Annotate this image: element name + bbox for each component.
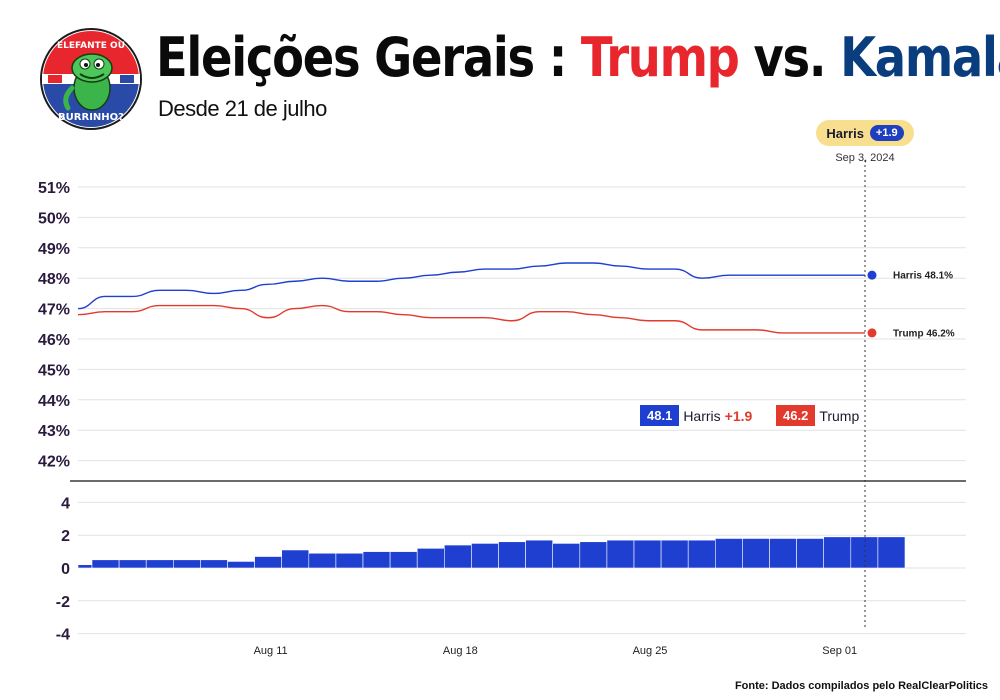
- svg-text:ELEFANTE OU: ELEFANTE OU: [57, 41, 125, 51]
- legend-trump-name: Trump: [819, 407, 860, 424]
- y-tick-label: 2: [61, 528, 70, 545]
- y-tick-label: 43%: [38, 423, 70, 440]
- y-tick-label: 49%: [38, 241, 70, 258]
- title-prefix: Eleições Gerais :: [156, 26, 581, 89]
- end-point-harris: [867, 270, 877, 280]
- y-tick-label: 46%: [38, 332, 70, 349]
- bar: [443, 544, 472, 569]
- y-tick-label: -2: [56, 594, 70, 611]
- source-note: Fonte: Dados compilados pelo RealClearPo…: [734, 680, 988, 692]
- x-tick-label: Aug 25: [633, 645, 668, 657]
- bar: [91, 559, 120, 569]
- y-tick-label: 4: [61, 495, 70, 512]
- bar: [579, 541, 608, 569]
- bar: [200, 559, 228, 569]
- bar: [471, 543, 499, 569]
- bar: [335, 552, 364, 569]
- bar: [308, 552, 337, 569]
- leader-margin-badge: +1.9: [869, 125, 904, 141]
- title-trump: Trump: [580, 26, 740, 89]
- y-tick-label: 44%: [38, 393, 70, 410]
- bar: [389, 551, 418, 569]
- subtitle: Desde 21 de julho: [158, 96, 327, 121]
- legend-harris-value: 48.1: [640, 405, 680, 426]
- leader-tooltip: Harris +1.9: [816, 120, 914, 146]
- bar: [118, 559, 147, 569]
- y-tick-label: 0: [61, 561, 70, 578]
- tooltip-date: Sep 3, 2024: [835, 152, 895, 164]
- bar: [714, 538, 743, 569]
- bar: [77, 564, 93, 569]
- end-label-harris: Harris 48.1%: [893, 271, 953, 282]
- page-title: Eleições Gerais : Trump vs. Kamala: [156, 26, 1000, 89]
- bar: [823, 536, 852, 569]
- y-tick-label: 51%: [38, 180, 70, 197]
- bar: [633, 539, 662, 569]
- y-tick-label: -4: [56, 627, 70, 644]
- bar: [877, 536, 906, 569]
- legend-trump-value: 46.2: [776, 405, 816, 426]
- legend-trump: 46.2 Trump: [776, 405, 859, 426]
- bar: [145, 559, 174, 569]
- title-kamala: Kamala: [840, 26, 1000, 89]
- y-tick-label: 48%: [38, 271, 70, 288]
- y-tick-label: 42%: [38, 454, 70, 471]
- title-vs: vs.: [738, 26, 841, 89]
- bar: [498, 541, 526, 569]
- bar: [742, 538, 770, 569]
- y-tick-label: 45%: [38, 362, 70, 379]
- bar: [416, 548, 445, 569]
- bar: [525, 539, 553, 569]
- y-tick-label: 47%: [38, 302, 70, 319]
- x-tick-label: Aug 11: [254, 645, 288, 657]
- bar: [769, 538, 797, 569]
- leader-name: Harris: [826, 125, 864, 141]
- y-tick-label: 50%: [38, 210, 70, 227]
- series-line-harris: [77, 262, 866, 310]
- elefante-ou-burrinho-logo: ELEFANTE OU BURRINHO?: [40, 28, 142, 130]
- bar: [850, 536, 879, 569]
- legend-harris-margin: +1.9: [724, 407, 753, 424]
- x-tick-label: Sep 01: [822, 645, 857, 657]
- bar: [687, 539, 716, 569]
- bar: [362, 551, 391, 569]
- legend-harris: 48.1 Harris +1.9: [640, 405, 752, 426]
- end-label-trump: Trump 46.2%: [893, 328, 955, 339]
- x-tick-label: Aug 18: [443, 645, 478, 657]
- bar: [796, 538, 824, 569]
- bar: [606, 539, 635, 569]
- bar: [281, 549, 310, 569]
- bar: [227, 561, 255, 569]
- svg-text:BURRINHO?: BURRINHO?: [58, 112, 124, 123]
- bar: [254, 556, 283, 569]
- bar: [660, 539, 689, 569]
- end-point-trump: [867, 328, 877, 338]
- bar: [552, 543, 581, 569]
- bar: [173, 559, 201, 569]
- series-line-trump: [77, 304, 865, 334]
- legend-harris-name: Harris: [683, 407, 721, 424]
